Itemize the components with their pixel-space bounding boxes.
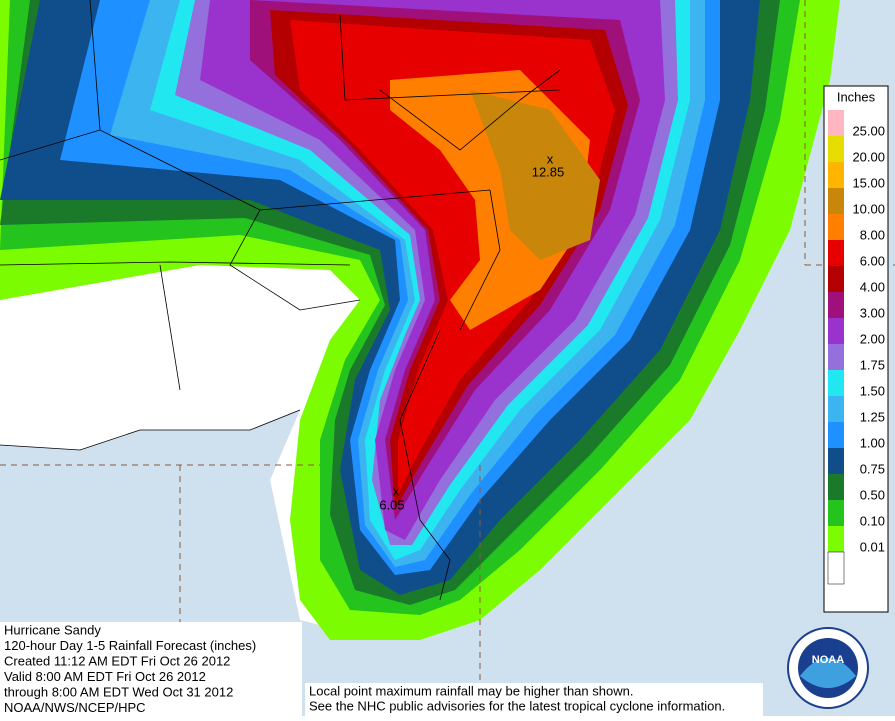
info-line: through 8:00 AM EDT Wed Oct 31 2012 <box>4 684 233 699</box>
borders <box>0 0 561 601</box>
legend-swatch <box>828 240 844 266</box>
legend-label: 0.75 <box>860 461 885 476</box>
legend-label: 8.00 <box>860 227 885 242</box>
legend-swatch <box>828 448 844 474</box>
legend: Inches 25.00 20.00 15.00 10.00 8.00 6.00 4.00 3… <box>823 85 889 613</box>
legend-label: 3.00 <box>860 305 885 320</box>
legend-label: 10.00 <box>852 201 885 216</box>
legend-swatch <box>827 551 845 585</box>
note-line: Local point maximum rainfall may be high… <box>309 683 633 698</box>
legend-label: 1.75 <box>860 357 885 372</box>
max-marker: x <box>393 483 400 498</box>
legend-label: 0.01 <box>860 539 885 554</box>
legend-label: 25.00 <box>852 123 885 138</box>
legend-swatch <box>828 526 844 552</box>
legend-label: 1.50 <box>860 383 885 398</box>
legend-label: 6.00 <box>860 253 885 268</box>
note-line: See the NHC public advisories for the la… <box>309 698 725 713</box>
legend-label: 20.00 <box>852 149 885 164</box>
legend-swatch <box>828 344 844 370</box>
legend-label: 2.00 <box>860 331 885 346</box>
legend-label: 1.00 <box>860 435 885 450</box>
legend-swatch <box>828 474 844 500</box>
legend-swatch <box>828 292 844 318</box>
legend-swatch <box>828 500 844 526</box>
legend-swatch <box>828 396 844 422</box>
legend-swatch <box>828 136 844 162</box>
legend-label: 4.00 <box>860 279 885 294</box>
info-line: 120-hour Day 1-5 Rainfall Forecast (inch… <box>4 638 256 653</box>
info-line: Valid 8:00 AM EDT Fri Oct 26 2012 <box>4 669 206 684</box>
legend-swatch <box>828 162 844 188</box>
point-label: 12.85 <box>532 164 565 179</box>
legend-label: 0.10 <box>860 513 885 528</box>
legend-swatch <box>828 318 844 344</box>
legend-label: 0.50 <box>860 487 885 502</box>
max-marker: x <box>547 151 554 166</box>
info-line: Hurricane Sandy <box>4 622 101 637</box>
band <box>470 90 600 260</box>
legend-swatch <box>828 266 844 292</box>
logo-text: NOAA <box>812 654 844 666</box>
point-label: 6.05 <box>379 497 404 512</box>
note-background <box>305 683 763 716</box>
legend-title: Inches <box>837 89 876 104</box>
legend-label: 1.25 <box>860 409 885 424</box>
rain-bands <box>0 0 840 640</box>
info-background <box>0 622 302 716</box>
logo-wave <box>800 658 856 688</box>
note-box: Local point maximum rainfall may be high… <box>305 683 763 716</box>
info-line: NOAA/NWS/NCEP/HPC <box>4 700 146 715</box>
legend-swatch <box>828 422 844 448</box>
legend-swatch <box>828 188 844 214</box>
info-line: Created 11:12 AM EDT Fri Oct 26 2012 <box>4 653 230 668</box>
legend-swatch <box>828 110 844 136</box>
legend-swatch <box>828 214 844 240</box>
noaa-logo: NOAA <box>787 627 869 709</box>
legend-swatch <box>828 370 844 396</box>
legend-label: 15.00 <box>852 175 885 190</box>
